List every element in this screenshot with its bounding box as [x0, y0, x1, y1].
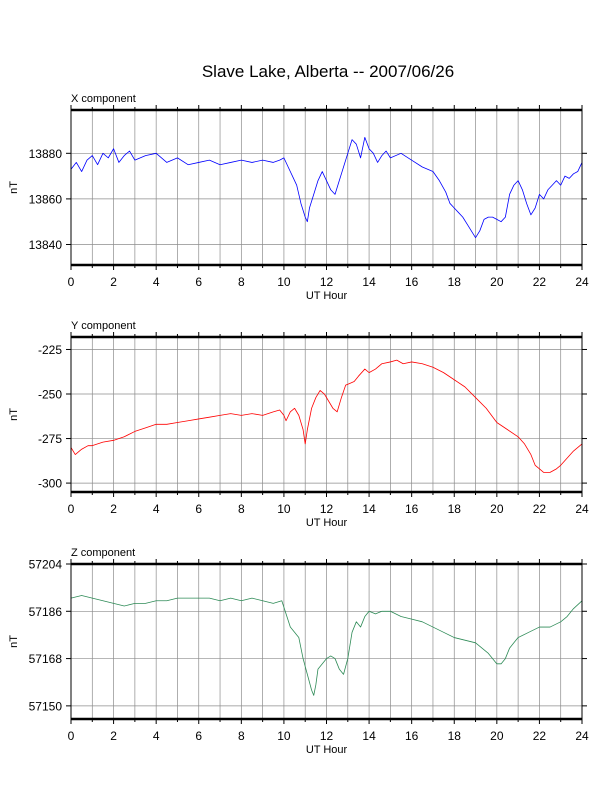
x-axis-label: UT Hour [306, 744, 348, 756]
x-tick-label: 18 [448, 729, 462, 743]
x-tick-label: 16 [405, 729, 419, 743]
x-tick-label: 4 [153, 275, 160, 289]
x-tick-label: 8 [238, 502, 245, 516]
x-tick-label: 2 [110, 729, 117, 743]
x-tick-label: 22 [533, 275, 547, 289]
x-tick-label: 22 [533, 729, 547, 743]
x-tick-label: 2 [110, 502, 117, 516]
x-tick-label: 18 [448, 275, 462, 289]
y-axis-label: nT [8, 635, 20, 648]
panel-title: Z component [71, 547, 135, 559]
x-tick-label: 24 [575, 275, 589, 289]
x-axis-label: UT Hour [306, 517, 348, 529]
y-tick-label: -300 [38, 477, 62, 491]
x-tick-label: 4 [153, 502, 160, 516]
series-line [70, 595, 583, 696]
y-tick-label: 13880 [29, 147, 63, 161]
y-tick-label: 57204 [29, 558, 63, 572]
x-tick-label: 8 [238, 275, 245, 289]
x-tick-label: 12 [320, 275, 334, 289]
y-tick-label: -225 [38, 343, 62, 357]
x-tick-label: 8 [238, 729, 245, 743]
y-tick-label: 13840 [29, 238, 63, 252]
y-tick-label: 13860 [29, 192, 63, 206]
series-line [70, 136, 583, 239]
panel-title: Y component [71, 320, 136, 332]
series-line [70, 359, 583, 473]
x-tick-label: 4 [153, 729, 160, 743]
y-tick-label: 57186 [29, 605, 63, 619]
x-tick-label: 22 [533, 502, 547, 516]
y-axis-label: nT [8, 408, 20, 421]
y-axis-label: nT [8, 181, 20, 194]
x-tick-label: 24 [575, 729, 589, 743]
panel-title: X component [71, 93, 136, 105]
x-tick-label: 16 [405, 275, 419, 289]
y-tick-label: -275 [38, 432, 62, 446]
x-tick-label: 14 [362, 729, 376, 743]
x-tick-label: 24 [575, 502, 589, 516]
x-tick-label: 2 [110, 275, 117, 289]
x-tick-label: 0 [68, 729, 75, 743]
x-tick-label: 20 [490, 729, 504, 743]
x-tick-label: 20 [490, 275, 504, 289]
x-tick-label: 16 [405, 502, 419, 516]
x-tick-label: 10 [277, 729, 291, 743]
x-axis-label: UT Hour [306, 290, 348, 302]
x-tick-label: 0 [68, 275, 75, 289]
x-tick-label: 6 [195, 502, 202, 516]
x-tick-label: 6 [195, 275, 202, 289]
x-tick-label: 12 [320, 502, 334, 516]
figure-title: Slave Lake, Alberta -- 2007/06/26 [202, 62, 454, 81]
x-tick-label: 14 [362, 502, 376, 516]
x-tick-label: 20 [490, 502, 504, 516]
x-tick-label: 6 [195, 729, 202, 743]
y-tick-label: -250 [38, 388, 62, 402]
x-tick-label: 0 [68, 502, 75, 516]
x-tick-label: 10 [277, 275, 291, 289]
y-tick-label: 57150 [29, 699, 63, 713]
y-tick-label: 57168 [29, 652, 63, 666]
x-tick-label: 10 [277, 502, 291, 516]
x-tick-label: 12 [320, 729, 334, 743]
x-tick-label: 14 [362, 275, 376, 289]
x-tick-label: 18 [448, 502, 462, 516]
